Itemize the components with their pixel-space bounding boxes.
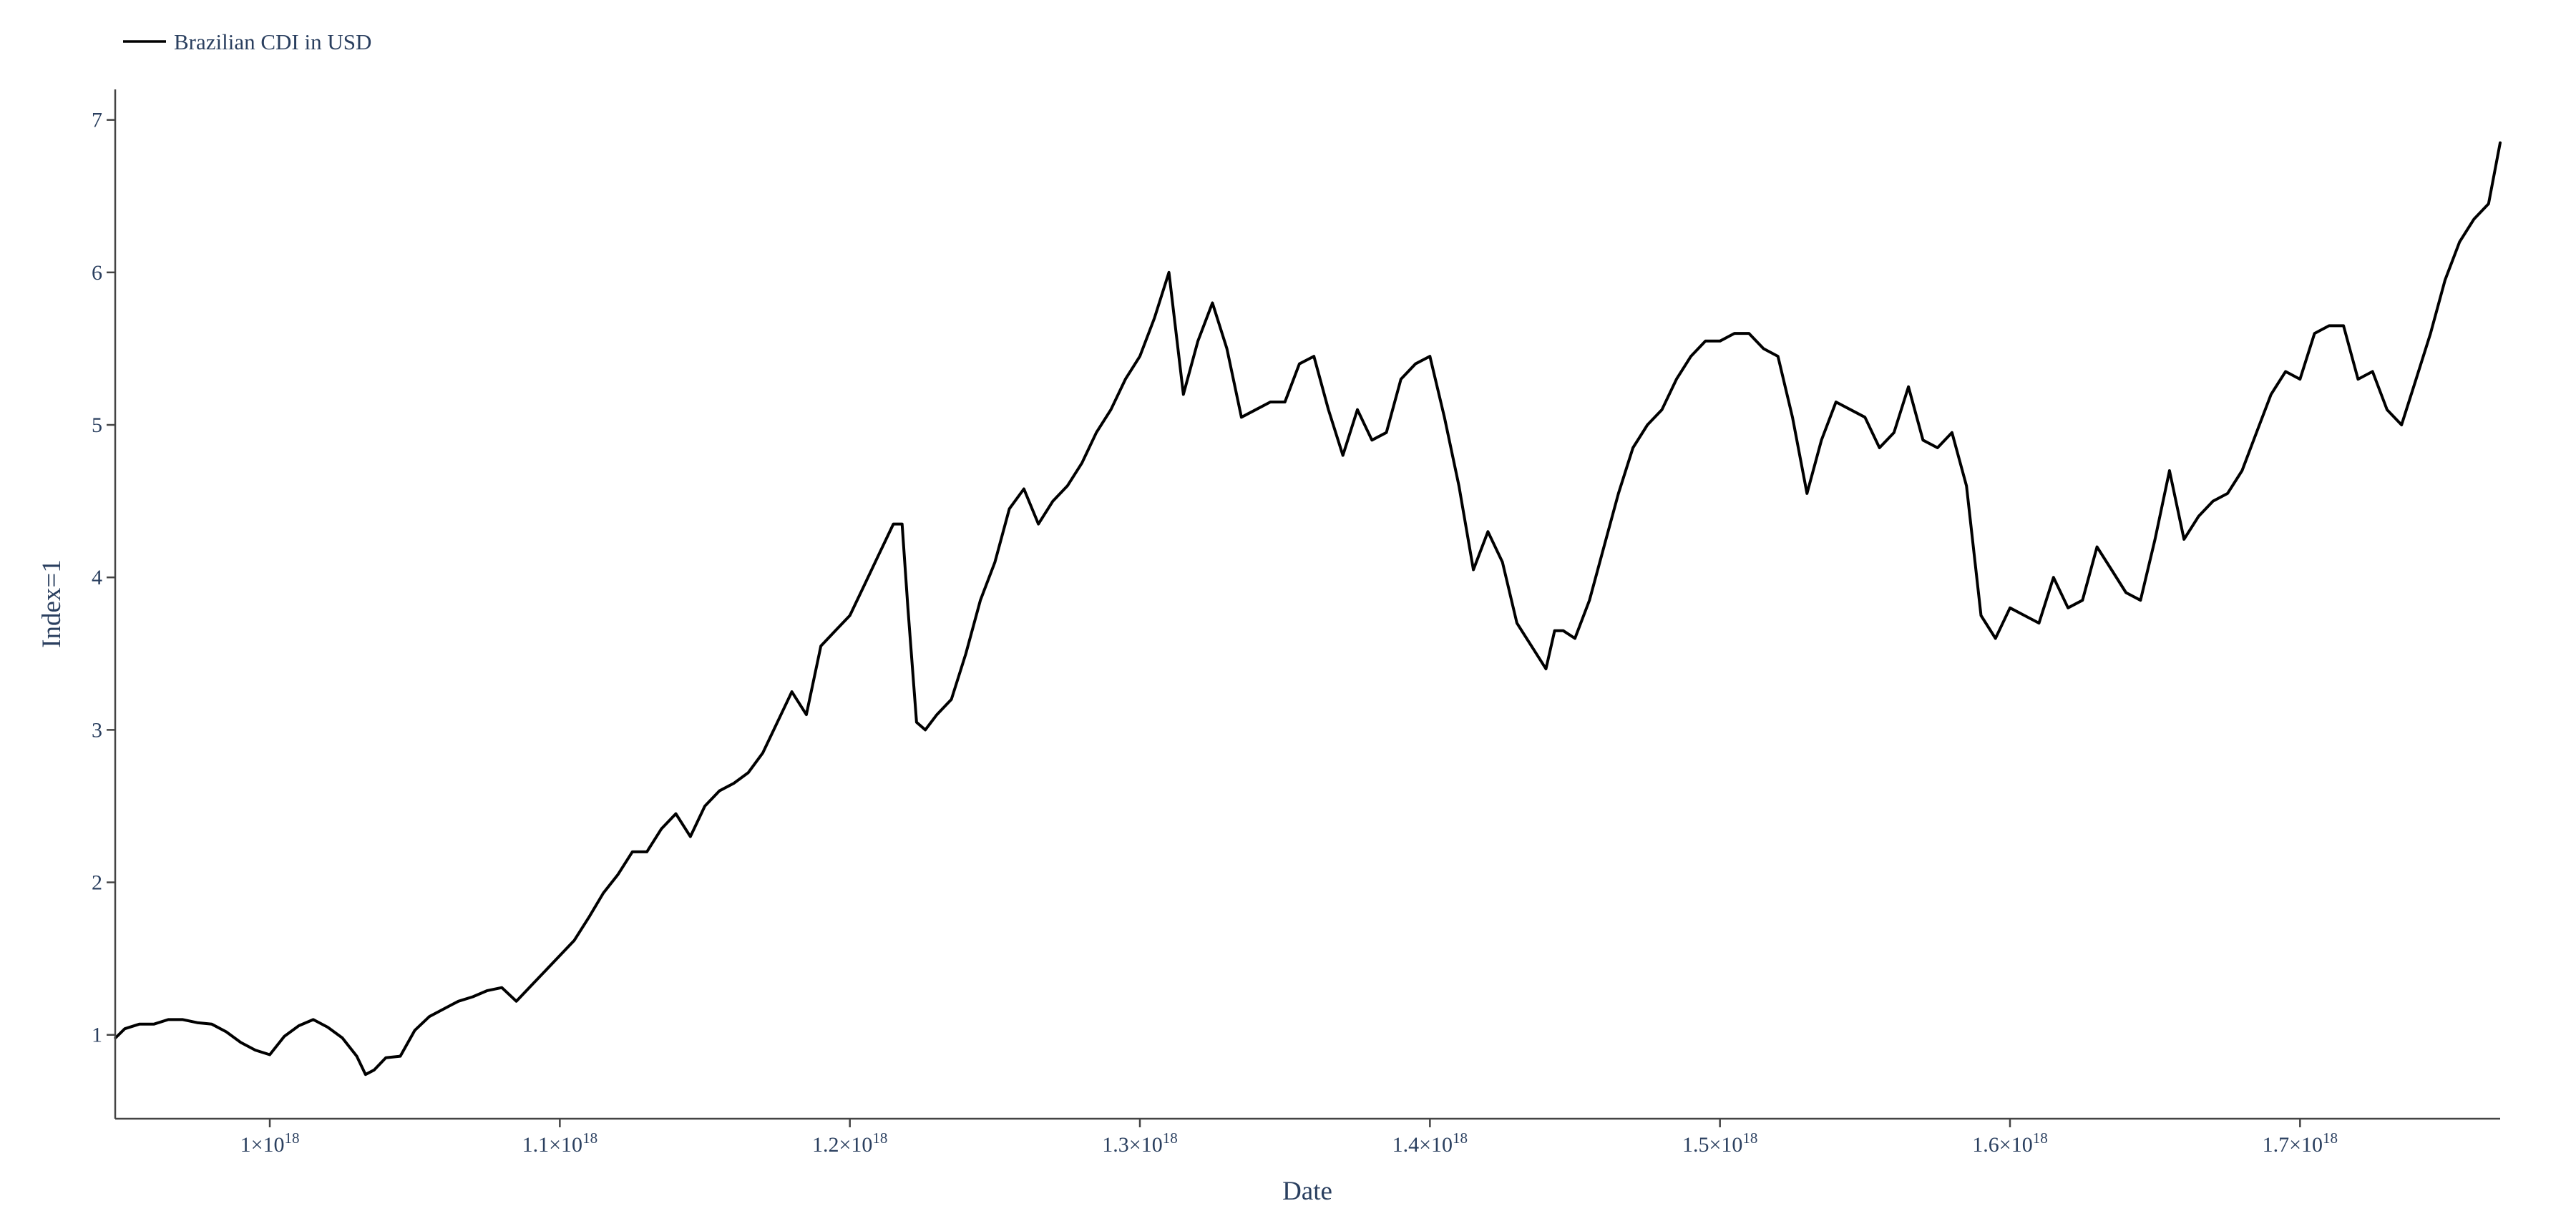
y-tick-label: 2: [92, 871, 102, 895]
x-tick-label: 1.5×1018: [1682, 1129, 1757, 1157]
y-tick-label: 3: [92, 718, 102, 742]
y-axis-ticks: 1 2 3 4 5 6 7: [92, 109, 115, 1047]
y-tick-label: 6: [92, 261, 102, 285]
y-tick-label: 4: [92, 566, 102, 589]
y-tick-label: 5: [92, 413, 102, 437]
data-series-lines: [114, 141, 2502, 1077]
x-tick-label: 1.4×1018: [1392, 1129, 1468, 1157]
series-line-0: [114, 141, 2502, 1077]
x-axis-ticks: 1×1018 1.1×1018 1.2×1018 1.3×1018 1.4×1018 1.…: [240, 1119, 2338, 1157]
x-tick-label: 1.7×1018: [2263, 1129, 2338, 1157]
x-tick-label: 1×1018: [240, 1129, 300, 1157]
legend-label: Brazilian CDI in USD: [174, 29, 371, 54]
x-axis-title: Date: [1282, 1177, 1332, 1206]
x-tick-label: 1.1×1018: [522, 1129, 597, 1157]
x-tick-label: 1.3×1018: [1102, 1129, 1177, 1157]
y-axis-title: Index=1: [37, 559, 67, 648]
legend[interactable]: Brazilian CDI in USD: [123, 29, 371, 54]
y-tick-label: 1: [92, 1024, 102, 1047]
y-tick-label: 7: [92, 109, 102, 132]
x-tick-label: 1.2×1018: [812, 1129, 887, 1157]
x-tick-label: 1.6×1018: [1972, 1129, 2047, 1157]
